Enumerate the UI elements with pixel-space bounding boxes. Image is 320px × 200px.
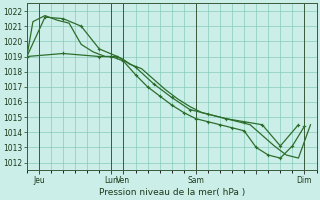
X-axis label: Pression niveau de la mer( hPa ): Pression niveau de la mer( hPa ) — [99, 188, 245, 197]
